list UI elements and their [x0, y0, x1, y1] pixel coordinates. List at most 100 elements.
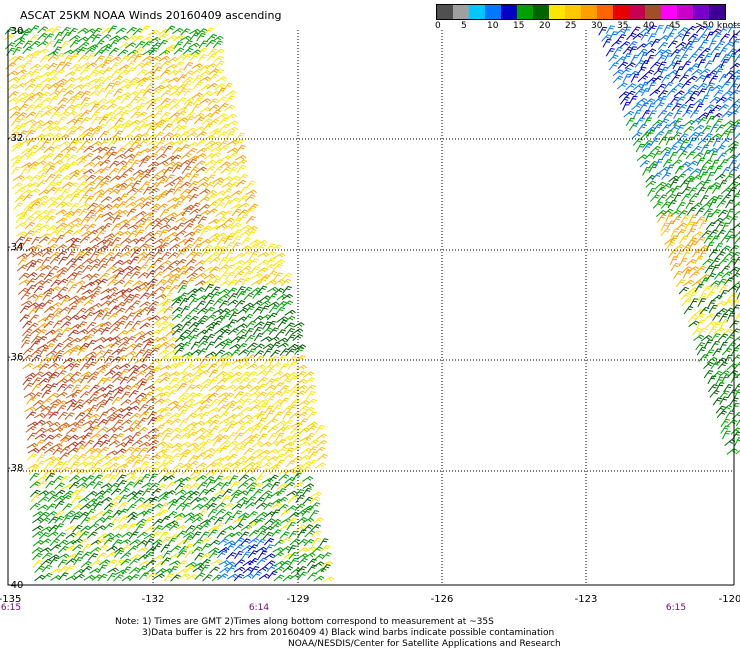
wind-barb: [236, 328, 247, 336]
wind-barb: [69, 347, 79, 356]
wind-barb: [85, 209, 96, 218]
wind-barb: [226, 147, 239, 154]
wind-barb: [96, 229, 106, 238]
wind-barb: [128, 405, 140, 412]
wind-barb: [161, 432, 172, 442]
wind-barb: [300, 447, 312, 455]
wind-barb: [133, 62, 145, 70]
wind-barb: [58, 422, 70, 428]
wind-barb: [47, 50, 59, 57]
wind-barb: [221, 511, 233, 519]
wind-barb: [665, 213, 674, 222]
wind-barb: [707, 299, 716, 309]
wind-barb: [219, 445, 229, 454]
wind-barb: [100, 461, 113, 468]
wind-barb: [66, 258, 77, 266]
wind-barb: [49, 556, 60, 565]
wind-barb: [159, 242, 170, 251]
wind-barb: [81, 258, 93, 265]
wind-barb: [47, 106, 60, 112]
wind-barb: [636, 66, 647, 75]
wind-barb: [197, 315, 209, 323]
wind-barb: [172, 328, 183, 336]
wind-barb: [25, 425, 37, 433]
wind-barb: [695, 342, 706, 351]
wind-barb: [133, 35, 144, 43]
wind-barb: [156, 193, 167, 202]
wind-barb: [60, 188, 71, 197]
wind-barb: [129, 256, 140, 265]
wind-barb: [89, 418, 100, 427]
wind-barb: [72, 524, 83, 533]
wind-barb: [29, 481, 41, 489]
wind-barb: [133, 330, 146, 337]
wind-barb: [713, 63, 725, 71]
wind-barb: [86, 214, 97, 223]
wind-barb: [93, 168, 105, 175]
wind-barb: [131, 454, 143, 462]
wind-barb: [200, 404, 211, 412]
wind-barb: [619, 41, 631, 49]
wind-barb: [197, 340, 209, 349]
wind-barb: [152, 543, 163, 552]
wind-barb: [22, 347, 34, 356]
wind-barb: [733, 383, 740, 392]
wind-barb: [265, 410, 275, 419]
wind-barb: [191, 68, 202, 76]
wind-barb: [690, 118, 702, 126]
wind-barb: [39, 517, 51, 524]
wind-barb: [22, 40, 33, 49]
wind-barb: [313, 553, 325, 561]
lon-label-123: -123: [574, 594, 598, 605]
wind-barb: [32, 363, 44, 370]
wind-barb: [202, 419, 214, 426]
wind-barb: [225, 400, 237, 407]
wind-barb: [65, 532, 77, 539]
scale-swatch-1: [453, 5, 469, 19]
wind-barb: [161, 285, 172, 294]
wind-barb: [197, 216, 208, 225]
wind-barb: [58, 140, 71, 147]
wind-barb: [112, 259, 124, 267]
wind-barb: [66, 402, 77, 411]
wind-barb: [298, 405, 310, 413]
wind-barb: [227, 161, 239, 168]
wind-barb: [197, 47, 208, 56]
wind-barb: [608, 62, 619, 71]
wind-barb: [158, 49, 171, 57]
wind-barb: [702, 53, 713, 62]
wind-barb: [111, 348, 123, 356]
wind-barb: [173, 515, 184, 525]
wind-barb: [223, 375, 234, 384]
wind-barb: [286, 490, 298, 497]
wind-barb: [246, 342, 258, 350]
wind-barb: [11, 159, 22, 168]
wind-barb: [207, 48, 218, 57]
wind-barb: [222, 188, 232, 197]
wind-barb: [272, 263, 283, 272]
wind-barb: [108, 47, 120, 55]
wind-barb: [119, 55, 130, 64]
wind-barb: [236, 455, 248, 462]
wind-barb: [62, 336, 74, 344]
wind-barb: [242, 419, 254, 426]
wind-barb: [298, 427, 310, 435]
wind-barb: [734, 230, 740, 239]
wind-barb: [127, 90, 139, 97]
wind-barb: [97, 573, 108, 582]
wind-barb: [65, 398, 77, 405]
wind-barb: [60, 460, 70, 470]
wind-barb: [295, 355, 306, 363]
wind-barb: [63, 384, 74, 392]
wind-barb: [202, 145, 214, 153]
wind-barb: [657, 61, 667, 70]
wind-barb: [183, 531, 195, 538]
scale-swatch-7: [549, 5, 565, 19]
wind-barb: [141, 482, 153, 489]
wind-barb: [124, 176, 136, 183]
wind-barb: [62, 490, 74, 498]
wind-barb: [240, 406, 252, 414]
wind-barb: [225, 250, 235, 259]
wind-barb: [71, 103, 82, 112]
wind-barb: [76, 347, 87, 356]
